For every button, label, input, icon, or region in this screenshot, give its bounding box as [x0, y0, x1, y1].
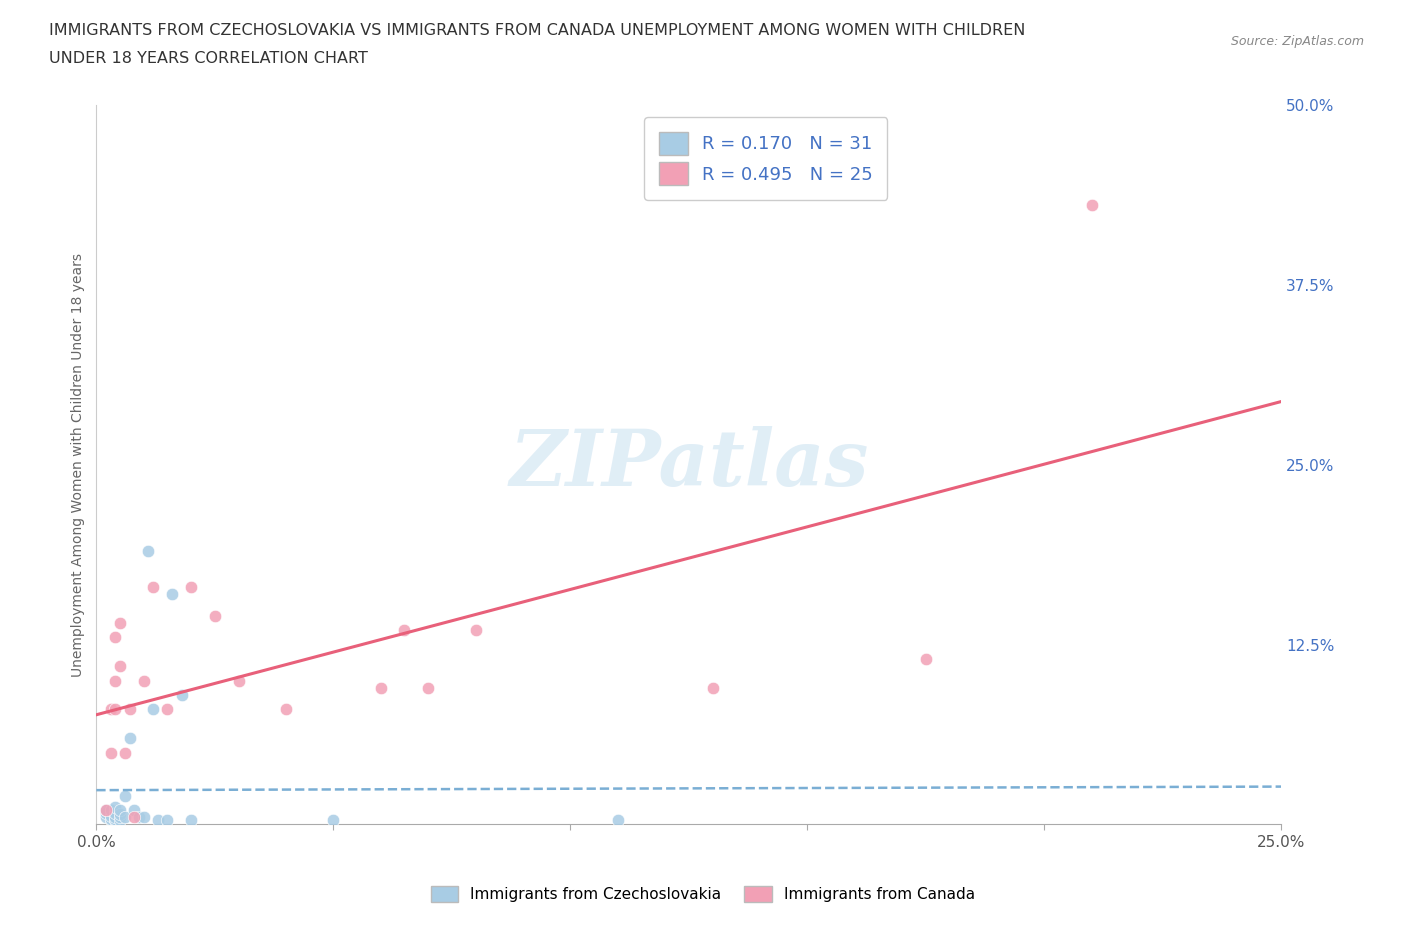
Point: [104, 800, 127, 815]
Point: [702, 680, 724, 695]
Point: [132, 673, 155, 688]
Point: [915, 652, 938, 667]
Point: [114, 810, 136, 825]
Text: ZIPatlas: ZIPatlas: [509, 426, 869, 503]
Text: IMMIGRANTS FROM CZECHOSLOVAKIA VS IMMIGRANTS FROM CANADA UNEMPLOYMENT AMONG WOME: IMMIGRANTS FROM CZECHOSLOVAKIA VS IMMIGR…: [49, 23, 1025, 38]
Point: [108, 810, 131, 825]
Point: [94, 803, 117, 817]
Point: [104, 805, 127, 820]
Point: [322, 813, 344, 828]
Point: [228, 673, 250, 688]
Legend: R = 0.170   N = 31, R = 0.495   N = 25: R = 0.170 N = 31, R = 0.495 N = 25: [644, 117, 887, 200]
Point: [464, 623, 486, 638]
Point: [94, 803, 117, 817]
Point: [180, 813, 202, 828]
Point: [122, 803, 145, 817]
Point: [94, 810, 117, 825]
Point: [104, 811, 127, 826]
Point: [100, 803, 122, 817]
Point: [146, 813, 169, 828]
Point: [108, 658, 131, 673]
Point: [418, 680, 440, 695]
Point: [156, 813, 179, 828]
Point: [108, 807, 131, 822]
Point: [104, 813, 127, 828]
Legend: Immigrants from Czechoslovakia, Immigrants from Canada: Immigrants from Czechoslovakia, Immigran…: [425, 880, 981, 909]
Point: [100, 813, 122, 828]
Point: [204, 608, 226, 623]
Point: [104, 630, 127, 644]
Point: [274, 702, 297, 717]
Point: [104, 673, 127, 688]
Point: [170, 687, 193, 702]
Point: [142, 702, 165, 717]
Point: [142, 579, 165, 594]
Point: [100, 702, 122, 717]
Point: [606, 813, 628, 828]
Point: [104, 702, 127, 717]
Point: [128, 810, 150, 825]
Point: [118, 731, 141, 746]
Point: [100, 808, 122, 823]
Point: [100, 811, 122, 826]
Point: [114, 745, 136, 760]
Point: [114, 789, 136, 804]
Point: [108, 813, 131, 828]
Point: [122, 810, 145, 825]
Point: [118, 702, 141, 717]
Text: Source: ZipAtlas.com: Source: ZipAtlas.com: [1230, 35, 1364, 48]
Y-axis label: Unemployment Among Women with Children Under 18 years: Unemployment Among Women with Children U…: [72, 253, 86, 677]
Point: [94, 805, 117, 820]
Point: [156, 702, 179, 717]
Point: [108, 803, 131, 817]
Point: [138, 543, 160, 558]
Point: [108, 616, 131, 631]
Point: [394, 623, 416, 638]
Point: [370, 680, 392, 695]
Point: [160, 587, 183, 602]
Text: UNDER 18 YEARS CORRELATION CHART: UNDER 18 YEARS CORRELATION CHART: [49, 51, 368, 66]
Point: [100, 745, 122, 760]
Point: [132, 810, 155, 825]
Point: [1081, 198, 1104, 213]
Point: [104, 810, 127, 825]
Point: [180, 579, 202, 594]
